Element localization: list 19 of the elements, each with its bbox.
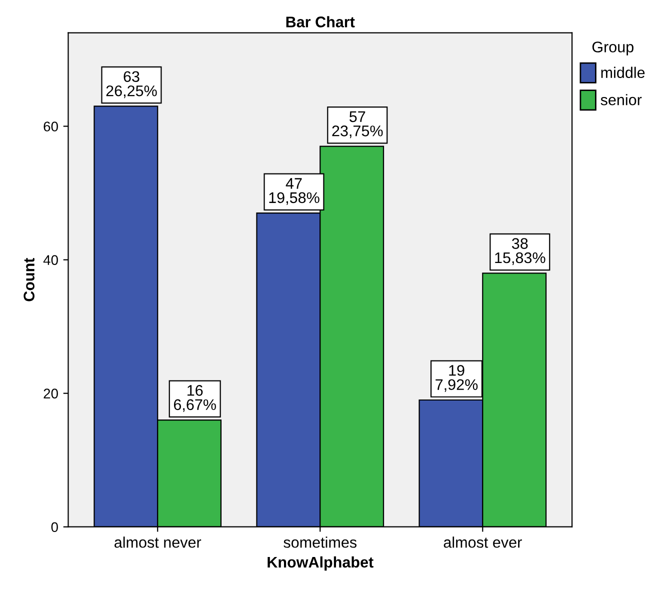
data-label: 38 15,83% [495, 238, 546, 265]
data-label: 16 6,67% [174, 385, 216, 412]
y-tick-label: 60 [44, 122, 58, 132]
data-label: 19 7,92% [436, 364, 478, 392]
legend-label: middle [601, 66, 645, 78]
y-tick-label: 0 [51, 522, 58, 532]
x-axis-title: KnowAlphabet [268, 556, 374, 571]
x-tick-label: sometimes [284, 536, 357, 548]
chart-title: Bar Chart [286, 16, 355, 28]
data-label: 57 23,75% [332, 111, 383, 138]
y-tick-label: 40 [43, 255, 58, 265]
y-tick-label: 20 [44, 388, 58, 398]
data-label: 63 26,25% [106, 71, 157, 98]
legend-title: Group [592, 42, 634, 56]
y-axis-title: Count [24, 258, 34, 302]
legend-label: senior [600, 94, 642, 106]
data-label: 47 19,58% [269, 178, 320, 205]
x-tick-label: almost never [114, 536, 202, 548]
x-tick-label: almost ever [444, 536, 522, 548]
